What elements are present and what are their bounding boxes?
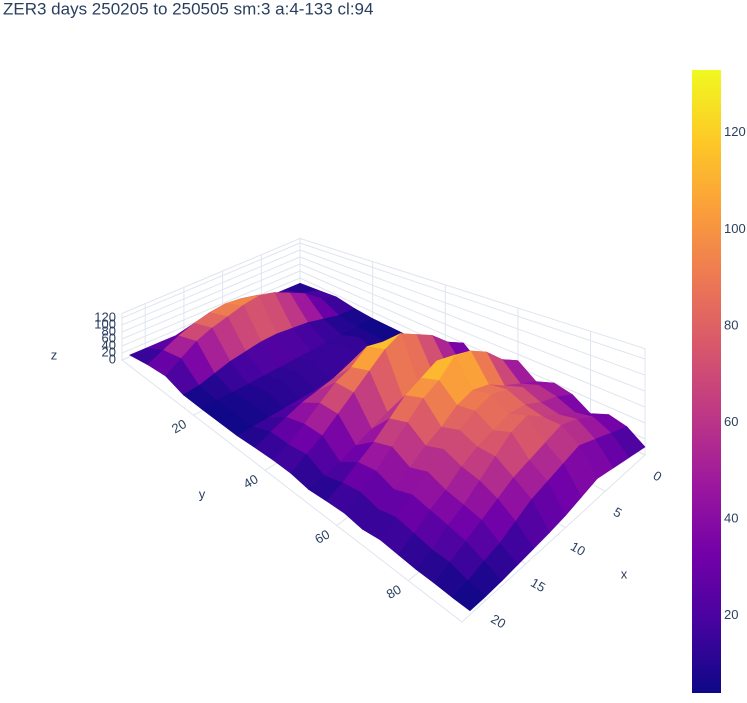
colorbar-tick-label: 120 [724, 124, 746, 139]
grid-line [299, 263, 646, 408]
x-tick-label: 5 [611, 504, 625, 521]
grid-line [299, 249, 646, 376]
z-tick-label: 0 [109, 351, 116, 366]
z-tick-label: 120 [94, 309, 116, 324]
chart-title: ZER3 days 250205 to 250505 sm:3 a:4-133 … [3, 0, 373, 18]
grid-line [121, 242, 301, 319]
colorbar [692, 70, 721, 693]
colorbar-tick-label: 100 [724, 221, 746, 236]
y-tick-label: 80 [384, 582, 404, 602]
z-axis-title: z [51, 347, 58, 362]
colorbar-tick-label: 40 [724, 511, 738, 526]
x-tick-label: 10 [568, 539, 588, 559]
z-tick-label: 20 [102, 344, 116, 359]
surface-cell [451, 580, 487, 612]
z-tick-label: 100 [94, 316, 116, 331]
grid-line [121, 256, 301, 333]
x-tick-label: 0 [651, 468, 665, 485]
grid-line [121, 270, 301, 347]
y-tick-label: 20 [169, 416, 189, 436]
grid-line [299, 270, 646, 424]
z-tick-label: 60 [102, 330, 116, 345]
y-tick-label: 40 [241, 471, 261, 491]
x-tick-label: 15 [528, 575, 548, 595]
colorbar-tick-label: 60 [724, 414, 738, 429]
grid-line [121, 263, 301, 340]
colorbar-tick-label: 20 [724, 607, 738, 622]
x-axis-title: x [621, 566, 628, 581]
y-tick-label: 60 [312, 526, 332, 546]
z-tick-label: 40 [102, 337, 116, 352]
y-axis-title: y [199, 486, 206, 501]
grid-line [121, 249, 301, 326]
grid-line [299, 256, 646, 392]
grid-line [299, 242, 646, 360]
z-tick-label: 80 [102, 323, 116, 338]
colorbar-tick-label: 80 [724, 317, 738, 332]
x-tick-label: 20 [488, 611, 508, 631]
